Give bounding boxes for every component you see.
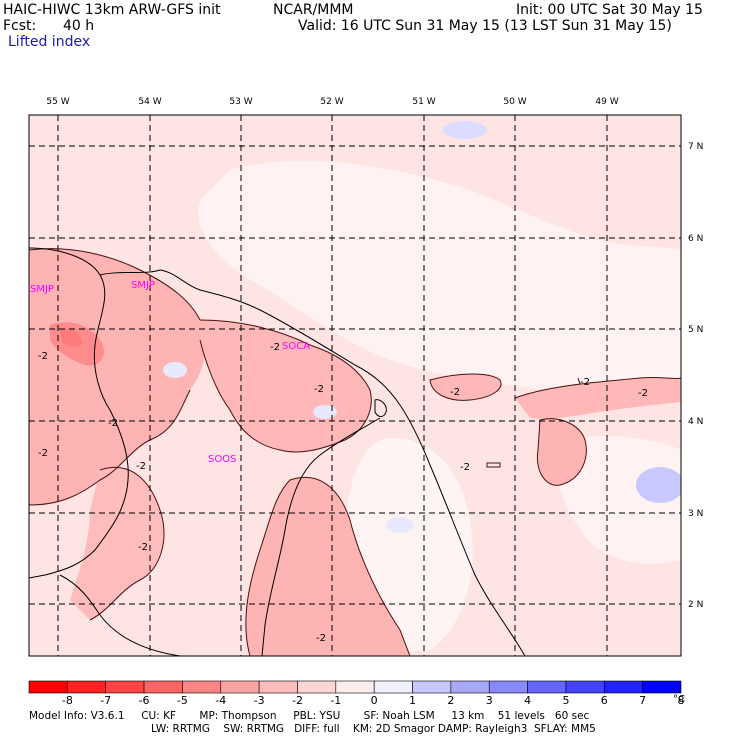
contour-label: -2 <box>316 633 326 644</box>
colorbar-tick-label: -7 <box>100 694 111 707</box>
colorbar-tick-label: -8 <box>62 694 73 707</box>
contour-label: -2 <box>38 351 48 362</box>
colorbar-swatch <box>373 680 413 694</box>
station-labels: SMJP SOCA SMJP SOOS <box>30 280 310 465</box>
lon-label: 54 W <box>138 97 161 107</box>
colorbar: -8 -7 -6 -5 -4 -3 -2 -1 0 1 2 3 4 5 6 7 8 <box>28 680 685 707</box>
colorbar-tick-label: -5 <box>177 694 188 707</box>
lon-label: 53 W <box>229 97 252 107</box>
lon-label: 52 W <box>320 97 343 107</box>
station-label: SOCA <box>282 341 310 352</box>
lat-label: 6 N <box>688 234 703 244</box>
station-label: SOOS <box>208 454 236 465</box>
colorbar-tick-label: -3 <box>254 694 265 707</box>
colorbar-swatch <box>67 680 107 694</box>
colorbar-swatch <box>28 680 68 694</box>
contour-label: -2 <box>270 342 280 353</box>
colorbar-swatch <box>603 680 643 694</box>
contour-label: -2 <box>580 377 590 388</box>
contour-label: -2 <box>460 462 470 473</box>
colorbar-tick-label: 8 <box>678 694 685 707</box>
colorbar-tick-label: -4 <box>215 694 226 707</box>
coastlines <box>29 247 526 656</box>
colorbar-swatch <box>527 680 567 694</box>
lat-label: 7 N <box>688 142 703 152</box>
colorbar-tick-label: 1 <box>409 694 416 707</box>
forecast-hours: 40 h <box>63 18 95 34</box>
colorbar-swatch <box>258 680 298 694</box>
lat-label: 2 N <box>688 600 703 610</box>
footer-model-info: Model Info: V3.6.1 CU: KF MP: Thompson P… <box>29 710 590 722</box>
field-name: Lifted index <box>8 34 91 50</box>
colorbar-tick-label: -1 <box>330 694 341 707</box>
colorbar-swatch <box>450 680 490 694</box>
colorbar-swatch <box>412 680 452 694</box>
colorbar-tick-label: 7 <box>639 694 646 707</box>
lat-label: 3 N <box>688 509 703 519</box>
footer-physics-info: LW: RRTMG SW: RRTMG DIFF: full KM: 2D Sm… <box>151 723 596 735</box>
contour-label: -2 <box>108 418 118 429</box>
contour-label: -2 <box>450 387 460 398</box>
colorbar-tick-label: 5 <box>562 694 569 707</box>
organization: NCAR/MMM <box>273 2 354 18</box>
colorbar-swatch <box>143 680 183 694</box>
colorbar-tick-label: 6 <box>601 694 608 707</box>
colorbar-swatch <box>642 680 682 694</box>
longitude-labels: 55 W 54 W 53 W 52 W 51 W 50 W 49 W <box>46 97 618 107</box>
contour-label: -2 <box>138 542 148 553</box>
contour-label: -2 <box>314 384 324 395</box>
colorbar-swatch <box>105 680 145 694</box>
lon-label: 49 W <box>595 97 618 107</box>
contour-value-labels: -2 -2 -2 -2 -2 -2 -2 -2 -2 -2 -2 -2 <box>38 342 648 644</box>
colorbar-tick-label: 0 <box>371 694 378 707</box>
colorbar-tick-label: 4 <box>524 694 531 707</box>
contour-label: -2 <box>136 461 146 472</box>
contour-lines <box>29 248 681 656</box>
lat-label: 5 N <box>688 325 703 335</box>
latitude-labels: 7 N 6 N 5 N 4 N 3 N 2 N <box>688 142 703 610</box>
lon-label: 55 W <box>46 97 69 107</box>
forecast-label: Fcst: <box>3 18 37 34</box>
colorbar-swatch <box>488 680 528 694</box>
colorbar-swatch <box>297 680 337 694</box>
colorbar-tick-label: 3 <box>486 694 493 707</box>
valid-time: Valid: 16 UTC Sun 31 May 15 (13 LST Sun … <box>298 18 672 34</box>
colorbar-swatch <box>335 680 375 694</box>
colorbar-tick-label: -6 <box>139 694 150 707</box>
init-time: Init: 00 UTC Sat 30 May 15 <box>516 2 703 18</box>
colorbar-swatch <box>565 680 605 694</box>
lon-label: 51 W <box>412 97 435 107</box>
station-label: SMJP <box>131 280 155 291</box>
colorbar-tick-label: -2 <box>292 694 303 707</box>
latlon-grid <box>29 115 681 656</box>
station-label: SMJP <box>30 284 54 295</box>
model-title: HAIC-HIWC 13km ARW-GFS init <box>3 2 221 18</box>
colorbar-tick-label: 2 <box>447 694 454 707</box>
contour-label: -2 <box>38 448 48 459</box>
colorbar-swatch <box>182 680 222 694</box>
lon-label: 50 W <box>503 97 526 107</box>
contour-label: -2 <box>638 388 648 399</box>
colorbar-unit: °C <box>673 694 685 705</box>
lat-label: 4 N <box>688 417 703 427</box>
map-frame <box>28 114 682 657</box>
colorbar-swatch <box>220 680 260 694</box>
